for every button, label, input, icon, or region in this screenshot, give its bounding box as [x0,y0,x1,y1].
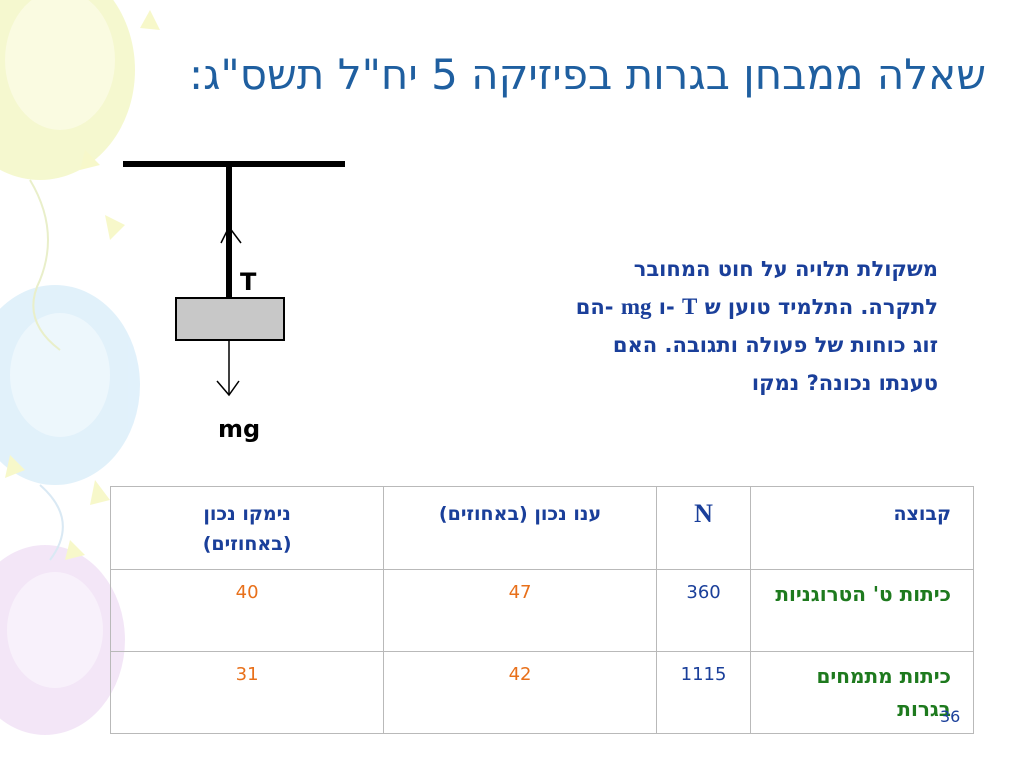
header-reasoned-correct: נימקו נכון (באחוזים) [109,486,385,570]
string [226,167,232,298]
hanging-weight-diagram: T mg [123,161,345,443]
reasoned-correct-cell: 40 [109,569,385,652]
weight-arrow-icon [216,380,240,397]
tension-arrow-icon [220,226,242,244]
results-table: קבוצה N ענו נכון (באחוזים) נימקו נכון (ב… [109,486,974,734]
question-line-2-and: -ו [651,295,683,319]
weight-label: mg [218,415,260,443]
table-row: כיתות מתמחים בגרות 1115 42 31 [109,651,974,734]
answered-correct-cell: 42 [383,651,657,734]
question-line-3: זוג כוחות של פעולה ותגובה. האם [612,333,938,357]
page-number: 36 [940,707,961,726]
tension-label: T [240,268,257,296]
question-line-2-start: לתקרה. התלמיד טוען ש [697,295,938,319]
answered-correct-cell: 47 [383,569,657,652]
group-cell: כיתות מתמחים בגרות [750,651,974,734]
header-n: N [655,486,752,570]
table-header-row: קבוצה N ענו נכון (באחוזים) נימקו נכון (ב… [109,486,974,570]
question-line-4: טענתו נכונה? נמקו [751,371,938,395]
question-line-2-end: -הם [575,295,621,319]
group-cell: כיתות ט' הטרוגניות [750,569,974,652]
header-group: קבוצה [750,486,974,570]
weight-symbol: mg [620,294,652,319]
table-row: כיתות ט' הטרוגניות 360 47 40 [109,569,974,652]
question-line-1: משקולת תלויה על חוט המחובר [633,257,938,281]
n-cell: 1115 [655,651,752,734]
ceiling-bar [123,161,345,167]
question-text: משקולת תלויה על חוט המחובר לתקרה. התלמיד… [420,250,938,402]
header-answered-correct: ענו נכון (באחוזים) [383,486,657,570]
reasoned-correct-cell: 31 [109,651,385,734]
weight-block [175,297,285,341]
question-line-2: לתקרה. התלמיד טוען ש T -ו mg -הם [420,288,938,326]
tension-symbol: T [682,294,698,319]
n-cell: 360 [655,569,752,652]
slide-title: שאלה ממבחן בגרות בפיזיקה 5 יח"ל תשס"ג: [188,50,986,99]
